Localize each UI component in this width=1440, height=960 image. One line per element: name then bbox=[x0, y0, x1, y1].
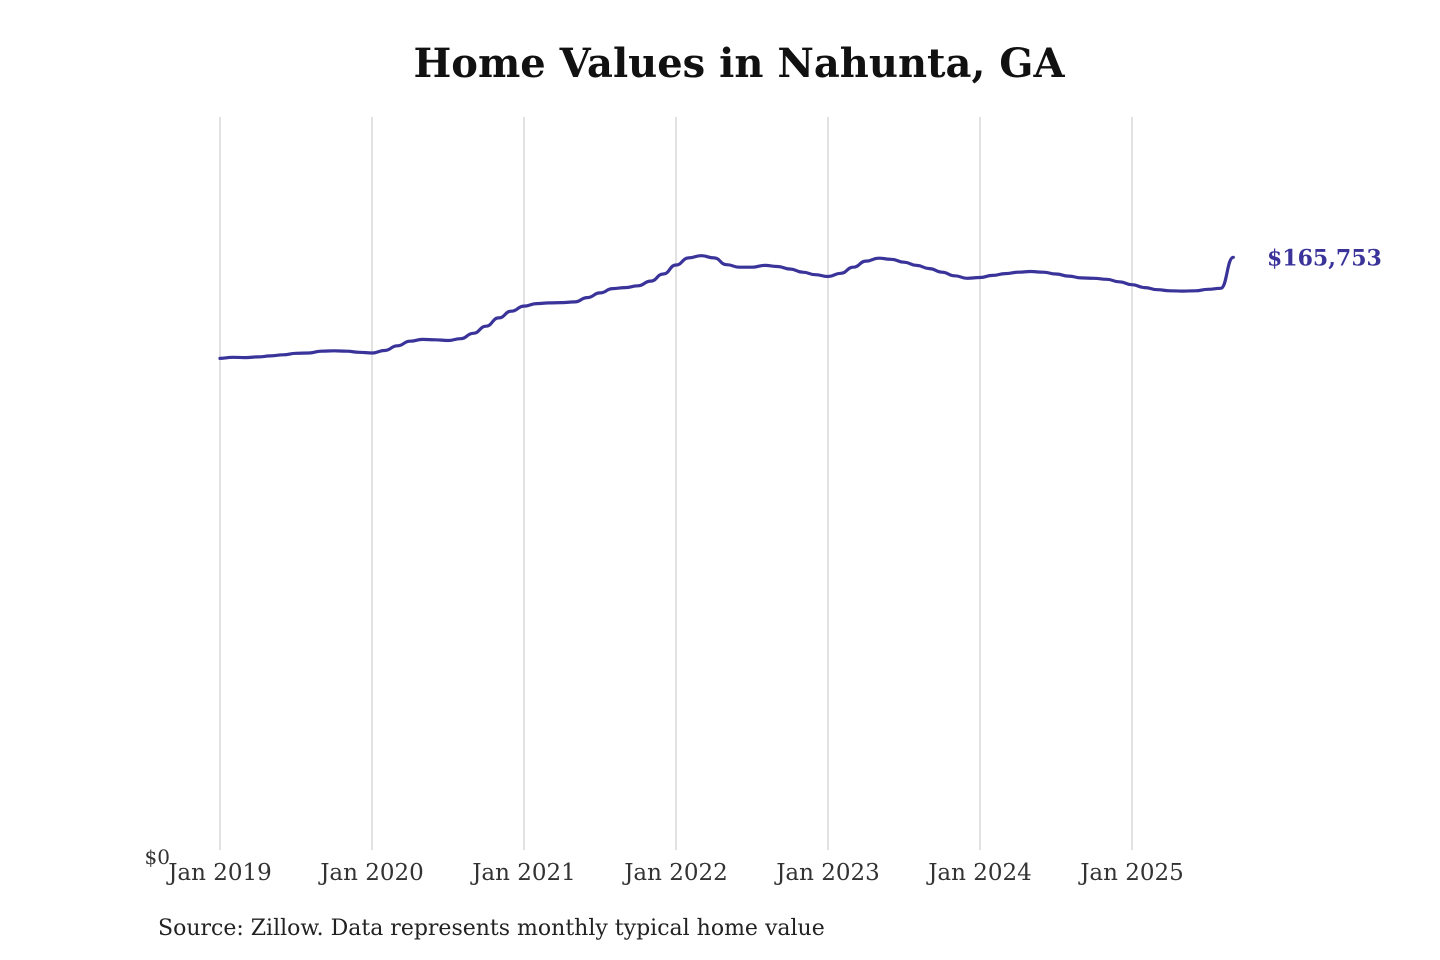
x-tick-label: Jan 2021 bbox=[470, 860, 576, 886]
chart-title: Home Values in Nahunta, GA bbox=[413, 40, 1065, 87]
series-line bbox=[218, 254, 1235, 360]
x-tick-label: Jan 2019 bbox=[166, 860, 272, 886]
x-tick-label: Jan 2022 bbox=[622, 860, 728, 886]
x-tick-label: Jan 2024 bbox=[926, 860, 1032, 886]
series-line-layer bbox=[218, 254, 1235, 360]
x-tick-label: Jan 2020 bbox=[318, 860, 424, 886]
x-tick-label: Jan 2023 bbox=[774, 860, 880, 886]
x-tick-label: Jan 2025 bbox=[1078, 860, 1184, 886]
end-value-label: $165,753 bbox=[1267, 245, 1382, 271]
axis-labels: $0 $165,753 Jan 2019 Jan 2020 Jan 2021 Jan … bbox=[145, 245, 1382, 886]
source-note: Source: Zillow. Data represents monthly … bbox=[158, 916, 825, 941]
gridlines bbox=[219, 117, 1133, 850]
y-tick-label: $0 bbox=[145, 845, 170, 869]
